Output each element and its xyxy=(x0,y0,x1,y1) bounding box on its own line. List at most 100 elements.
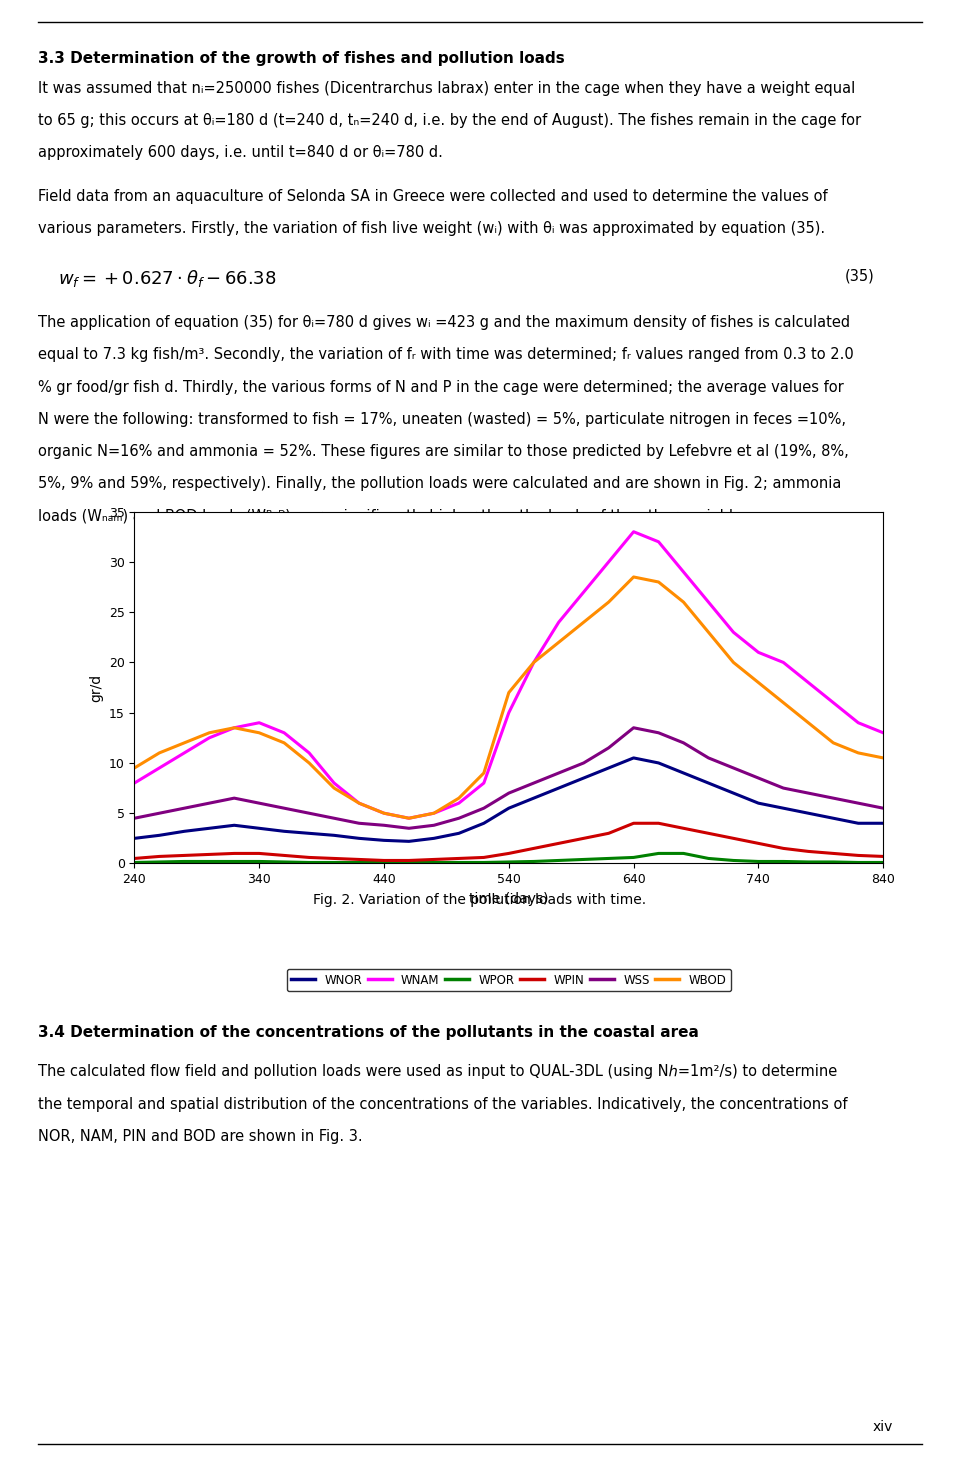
WNAM xyxy=(478,774,490,792)
WNAM xyxy=(578,583,589,601)
WBOD xyxy=(528,654,540,671)
WPIN xyxy=(278,847,290,865)
WNAM xyxy=(728,623,739,641)
WBOD xyxy=(353,795,365,812)
WNAM xyxy=(228,718,240,736)
Line: WSS: WSS xyxy=(134,727,883,828)
WPOR xyxy=(204,853,215,871)
WNAM xyxy=(503,704,515,721)
WNOR xyxy=(828,809,839,827)
Text: various parameters. Firstly, the variation of fish live weight (wᵢ) with θᵢ was : various parameters. Firstly, the variati… xyxy=(38,221,826,236)
WPOR xyxy=(728,852,739,869)
WPOR xyxy=(328,853,340,871)
Text: 3.4 Determination of the concentrations of the pollutants in the coastal area: 3.4 Determination of the concentrations … xyxy=(38,1025,699,1039)
WNOR xyxy=(478,815,490,833)
WPOR xyxy=(478,853,490,871)
WPIN xyxy=(478,849,490,866)
WBOD xyxy=(678,594,689,611)
Text: equal to 7.3 kg fish/m³. Secondly, the variation of fᵣ with time was determined;: equal to 7.3 kg fish/m³. Secondly, the v… xyxy=(38,347,854,362)
WPIN xyxy=(828,844,839,862)
WBOD xyxy=(129,759,140,777)
WSS xyxy=(478,799,490,817)
WPOR xyxy=(653,844,664,862)
WNAM xyxy=(278,724,290,742)
WSS xyxy=(428,817,440,834)
WPOR xyxy=(678,844,689,862)
Text: organic N=16% and ammonia = 52%. These figures are similar to those predicted by: organic N=16% and ammonia = 52%. These f… xyxy=(38,444,850,459)
WSS xyxy=(503,784,515,802)
WPOR xyxy=(877,853,889,871)
WNOR xyxy=(678,764,689,781)
WBOD xyxy=(553,633,564,651)
WPIN xyxy=(204,846,215,863)
WNAM xyxy=(653,534,664,551)
WPIN xyxy=(778,840,789,858)
WNOR xyxy=(154,827,165,844)
WPIN xyxy=(728,830,739,847)
WSS xyxy=(778,780,789,798)
WBOD xyxy=(653,573,664,591)
WNOR xyxy=(378,831,390,849)
WPOR xyxy=(179,853,190,871)
WPIN xyxy=(179,847,190,865)
WPOR xyxy=(129,853,140,871)
WNOR xyxy=(753,795,764,812)
WPIN xyxy=(154,847,165,865)
WPIN xyxy=(703,824,714,841)
Text: N were the following: transformed to fish = 17%, uneaten (wasted) = 5%, particul: N were the following: transformed to fis… xyxy=(38,412,847,427)
WPOR xyxy=(503,853,515,871)
WBOD xyxy=(328,780,340,798)
Text: xiv: xiv xyxy=(873,1419,893,1434)
WNOR xyxy=(353,830,365,847)
WNOR xyxy=(328,827,340,844)
WPOR xyxy=(828,853,839,871)
WSS xyxy=(253,795,265,812)
WNOR xyxy=(453,824,465,841)
WSS xyxy=(453,809,465,827)
WNOR xyxy=(852,815,864,833)
Text: 5%, 9% and 59%, respectively). Finally, the pollution loads were calculated and : 5%, 9% and 59%, respectively). Finally, … xyxy=(38,476,842,491)
WBOD xyxy=(303,754,315,771)
WNOR xyxy=(628,749,639,767)
Text: loads (Wₙₐₘ) and BOD loads (Wᴮₒᴰ) were significantly higher than the loads of th: loads (Wₙₐₘ) and BOD loads (Wᴮₒᴰ) were s… xyxy=(38,509,755,523)
WBOD xyxy=(403,809,415,827)
WPIN xyxy=(877,847,889,865)
WSS xyxy=(228,789,240,806)
WSS xyxy=(628,718,639,736)
WNAM xyxy=(378,805,390,822)
WNAM xyxy=(453,795,465,812)
WNAM xyxy=(303,745,315,762)
WPIN xyxy=(628,815,639,833)
WSS xyxy=(179,799,190,817)
WPIN xyxy=(553,834,564,852)
WPIN xyxy=(253,844,265,862)
WPOR xyxy=(154,853,165,871)
WPIN xyxy=(578,830,589,847)
WBOD xyxy=(228,718,240,736)
WNOR xyxy=(578,770,589,787)
WNOR xyxy=(303,824,315,841)
WPOR xyxy=(278,853,290,871)
WSS xyxy=(278,799,290,817)
Y-axis label: gr/d: gr/d xyxy=(89,673,104,702)
WPOR xyxy=(228,853,240,871)
Text: It was assumed that nᵢ=250000 fishes (Dicentrarchus labrax) enter in the cage wh: It was assumed that nᵢ=250000 fishes (Di… xyxy=(38,81,855,95)
WPIN xyxy=(228,844,240,862)
Line: WNOR: WNOR xyxy=(134,758,883,841)
WNOR xyxy=(603,759,614,777)
WSS xyxy=(852,795,864,812)
WNOR xyxy=(278,822,290,840)
WPOR xyxy=(778,853,789,871)
WPOR xyxy=(753,853,764,871)
Text: Field data from an aquaculture of Selonda SA in Greece were collected and used t: Field data from an aquaculture of Selond… xyxy=(38,189,828,204)
WNAM xyxy=(678,563,689,581)
WBOD xyxy=(753,674,764,692)
WSS xyxy=(603,739,614,756)
WSS xyxy=(353,815,365,833)
WBOD xyxy=(478,764,490,781)
WSS xyxy=(553,764,564,781)
WPOR xyxy=(803,853,814,871)
Text: The calculated flow field and pollution loads were used as input to QUAL-3DL (us: The calculated flow field and pollution … xyxy=(38,1064,838,1079)
WBOD xyxy=(828,734,839,752)
WPOR xyxy=(453,853,465,871)
